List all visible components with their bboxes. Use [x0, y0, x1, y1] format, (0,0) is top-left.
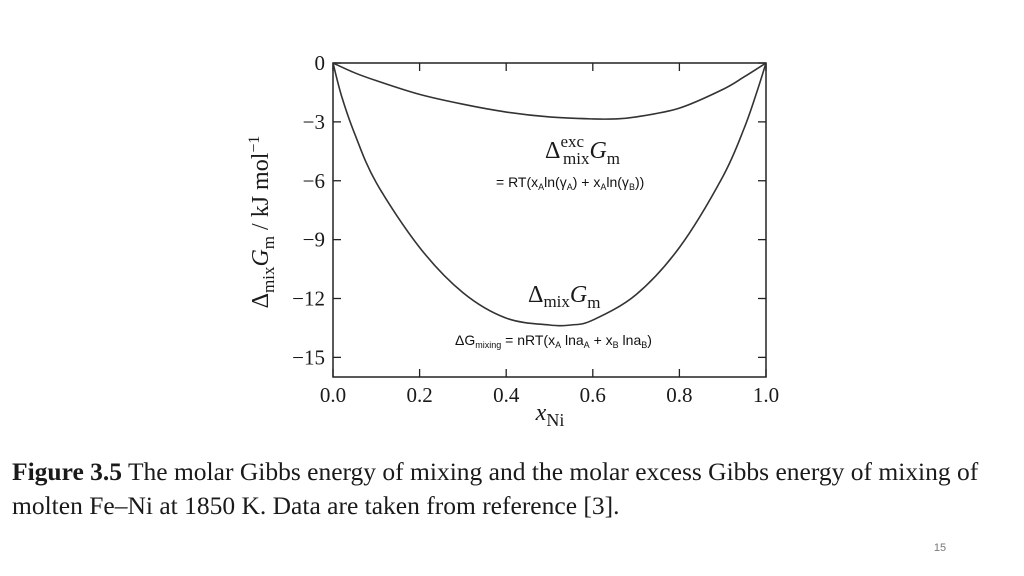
exc-f2: ln(γ [544, 174, 567, 190]
mix-m: m [587, 293, 600, 312]
mix-f4-sub: B [613, 340, 619, 350]
exc-f5: )) [635, 174, 644, 190]
mix-f1: ΔG [455, 332, 475, 348]
excess-curve-label: Δexc mixGm [545, 132, 620, 168]
y-label-units: / kJ mol [248, 152, 274, 236]
y-tick-label: −15 [292, 345, 325, 369]
x-label-x: x [535, 400, 547, 426]
mix-f5-sub: B [641, 340, 647, 350]
y-label-exp: −1 [246, 136, 263, 153]
y-tick-label: −3 [303, 110, 325, 134]
mix-f3: lna [561, 332, 584, 348]
y-label-sub-m: m [259, 236, 278, 249]
exc-delta: Δ [545, 138, 560, 164]
exc-f3-sub: A [600, 182, 606, 192]
x-axis-label: xNi [535, 400, 565, 430]
mix-f2: = nRT(x [501, 332, 555, 348]
mixing-gibbs-curve [332, 62, 767, 327]
mix-delta: Δ [528, 282, 543, 308]
excess-formula: = RT(xAln(γA) + xAln(γB)) [496, 174, 644, 192]
exc-f4: ln(γ [606, 174, 629, 190]
y-tick-label: 0 [315, 51, 326, 75]
exc-f3: ) + x [573, 174, 601, 190]
y-tick-label: −12 [292, 287, 325, 311]
x-tick-label: 1.0 [753, 383, 779, 407]
mixing-curve-label: ΔmixGm [528, 282, 600, 312]
x-tick-label: 0.0 [320, 383, 346, 407]
exc-f2-sub: A [567, 182, 573, 192]
exc-f1: = RT(x [496, 174, 538, 190]
exc-g: G [589, 138, 606, 164]
caption-label: Figure 3.5 [12, 457, 123, 486]
y-label-g: G [248, 249, 274, 266]
mixing-formula: ΔGmixing = nRT(xA lnaA + xB lnaB) [455, 332, 652, 350]
y-tick-label: −6 [303, 169, 325, 193]
mix-g: G [570, 282, 587, 308]
figure-caption: Figure 3.5 The molar Gibbs energy of mix… [12, 455, 1017, 523]
mix-sub: mix [543, 292, 570, 311]
excess-gibbs-curve [332, 62, 767, 120]
mix-f3-sub: A [584, 340, 590, 350]
y-axis-label: ΔmixGm / kJ mol−1 [246, 136, 278, 309]
y-tick-label: −9 [303, 228, 325, 252]
exc-sub: mix [563, 149, 590, 168]
x-axis-ticks: 0.0 0.2 0.4 0.6 0.8 1.0 [320, 63, 779, 407]
mix-f5: lna [619, 332, 642, 348]
y-label-sub-mix: mix [259, 266, 278, 293]
plot-frame [332, 62, 767, 378]
exc-f1-sub: A [538, 182, 544, 192]
y-label-delta: Δ [248, 293, 274, 308]
mix-f2-sub: A [555, 340, 561, 350]
gibbs-energy-chart: 0 −3 −6 −9 −12 −15 0.0 0.2 0.4 0.6 0.8 1.0 ΔmixGm … [246, 51, 779, 430]
caption-text: The molar Gibbs energy of mixing and the… [12, 457, 979, 520]
y-axis-ticks: 0 −3 −6 −9 −12 −15 [292, 51, 766, 369]
exc-m: m [607, 149, 620, 168]
exc-f4-sub: B [629, 182, 635, 192]
x-tick-label: 0.4 [493, 383, 520, 407]
x-tick-label: 0.6 [580, 383, 606, 407]
x-tick-label: 0.2 [406, 383, 432, 407]
mix-f1-sub: mixing [475, 340, 501, 350]
x-label-sub: Ni [546, 410, 564, 430]
mix-f4: + x [590, 332, 613, 348]
mix-f6: ) [647, 332, 652, 348]
exc-sup: exc [560, 132, 584, 151]
x-tick-label: 0.8 [666, 383, 692, 407]
page-number: 15 [933, 542, 947, 554]
